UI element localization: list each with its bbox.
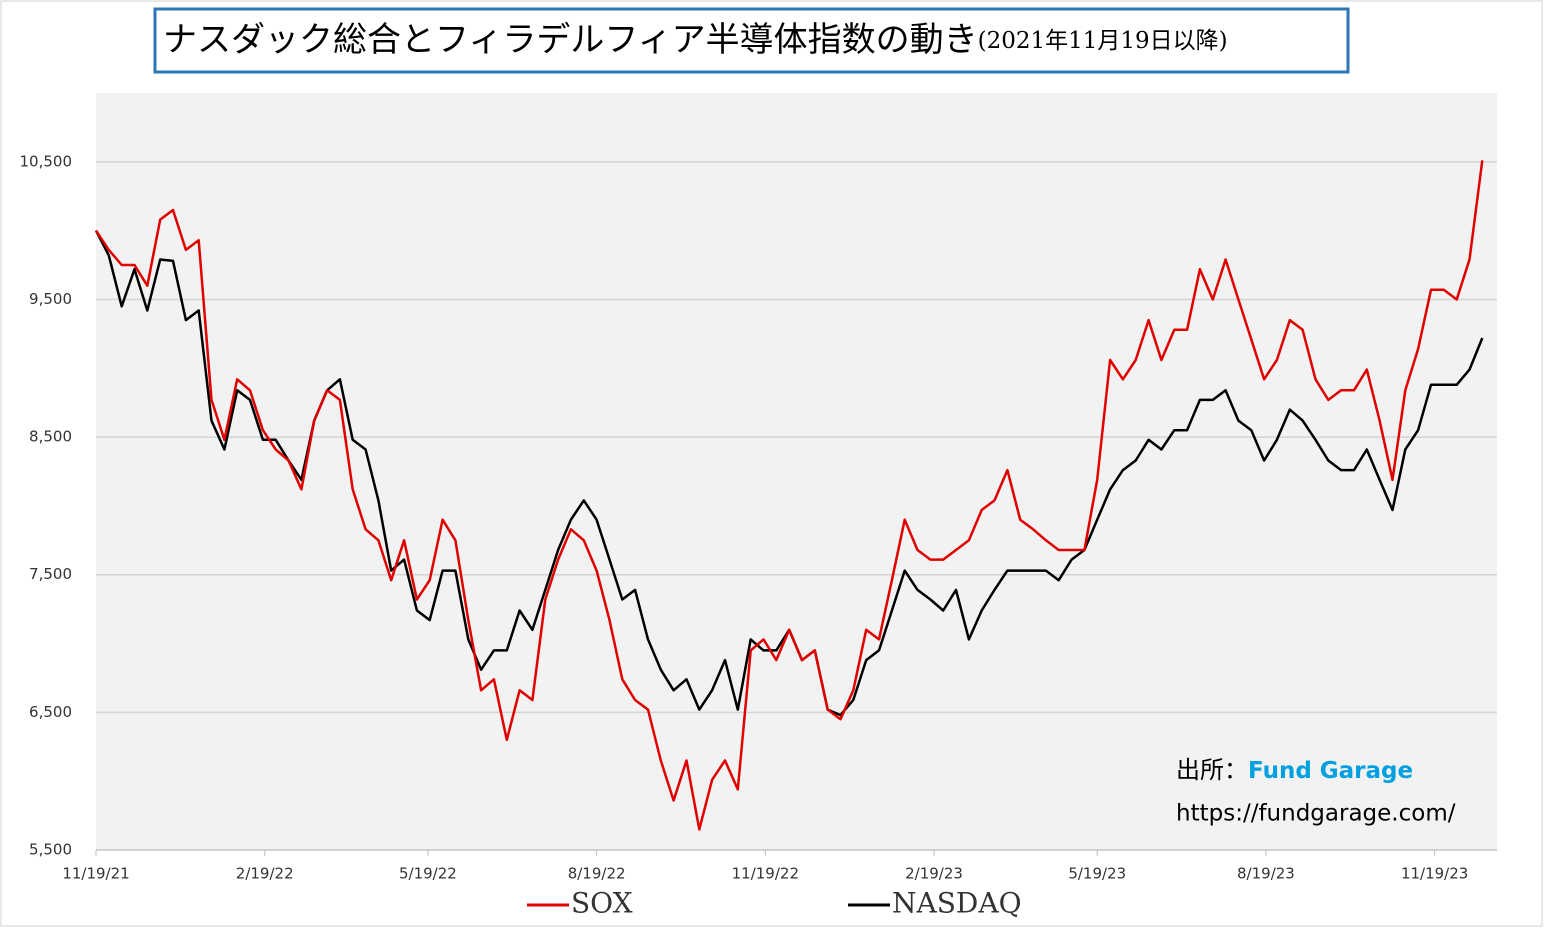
title-box xyxy=(153,7,1350,74)
source-prefix: 出所： xyxy=(1176,756,1248,784)
y-tick-label: 9,500 xyxy=(29,290,72,308)
x-tick-label: 11/19/23 xyxy=(1401,865,1468,883)
source-url: https://fundgarage.com/ xyxy=(1176,801,1456,827)
source-label: 出所：Fund Garage xyxy=(1176,756,1413,784)
x-tick-label: 8/19/22 xyxy=(568,865,626,883)
x-tick-label: 11/19/22 xyxy=(732,865,799,883)
y-tick-label: 6,500 xyxy=(29,703,72,721)
x-tick-label: 11/19/21 xyxy=(62,865,129,883)
plot-area xyxy=(96,93,1497,850)
series-line xyxy=(94,160,1484,831)
x-tick-label: 8/19/23 xyxy=(1237,865,1295,883)
chart-title: ナスダック総合とフィラデルフィア半導体指数の動き xyxy=(163,20,978,60)
y-tick-label: 7,500 xyxy=(29,565,72,583)
y-tick-label: 8,500 xyxy=(29,428,72,446)
chart-subtitle: (2021年11月19日以降) xyxy=(978,28,1228,54)
source-name: Fund Garage xyxy=(1248,758,1413,784)
x-tick-label: 5/19/23 xyxy=(1068,865,1126,883)
x-tick-label: 2/19/22 xyxy=(236,865,294,883)
y-tick-label: 10,500 xyxy=(20,152,73,170)
y-tick-label: 5,500 xyxy=(29,841,72,859)
x-tick-label: 5/19/22 xyxy=(399,865,457,883)
legend-label: SOX xyxy=(571,887,633,920)
legend-label: NASDAQ xyxy=(892,887,1022,920)
title-group: ナスダック総合とフィラデルフィア半導体指数の動き(2021年11月19日以降) xyxy=(163,20,1228,60)
x-tick-label: 2/19/23 xyxy=(905,865,963,883)
